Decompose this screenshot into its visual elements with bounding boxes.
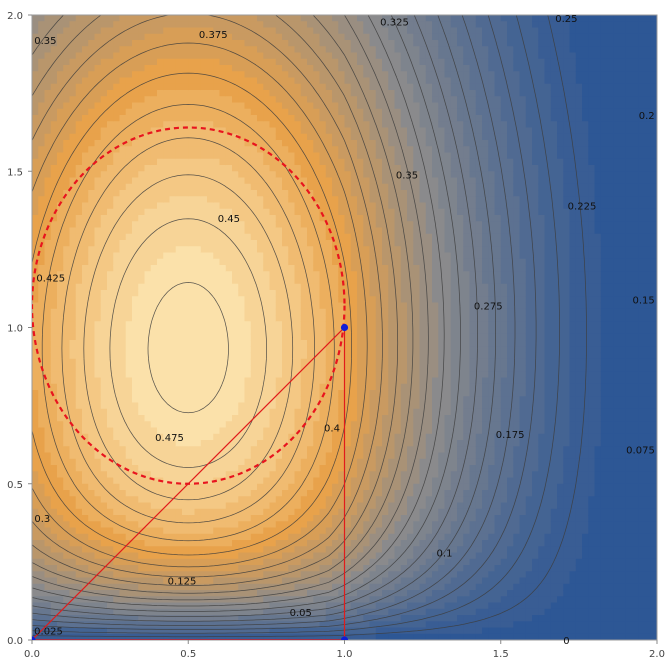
contour-line: [32, 15, 399, 586]
contour-label: 0.35: [396, 170, 418, 181]
contour-label: 0.25: [555, 14, 577, 25]
contour-line: [32, 15, 478, 617]
contour-label: 0: [563, 636, 569, 647]
contour-label: 0.4: [324, 424, 340, 435]
y-tick-label: 0.5: [7, 480, 23, 491]
contour-line: [32, 15, 429, 601]
data-point: [340, 323, 349, 332]
contour-line: [61, 137, 315, 524]
contour-label: 0.3: [34, 514, 50, 525]
contour-lines: [32, 15, 587, 638]
contour-line: [32, 15, 496, 622]
contour-label: 0.2: [639, 111, 655, 122]
x-tick-label: 0.0: [24, 649, 40, 660]
contour-label: 0.125: [168, 577, 197, 588]
contour-label: 0.375: [199, 30, 228, 41]
contour-line: [32, 15, 461, 612]
y-tick-label: 0.0: [7, 636, 23, 647]
contour-label: 0.175: [496, 430, 525, 441]
contour-label: 0.1: [437, 549, 453, 560]
data-point: [32, 636, 36, 640]
contour-label: 0.425: [36, 274, 65, 285]
x-tick-label: 1.0: [337, 649, 353, 660]
contour-line: [41, 104, 335, 542]
triangle: [32, 326, 346, 640]
contour-line: [32, 15, 383, 578]
contour-line: [32, 15, 560, 634]
y-tick-label: 1.5: [7, 167, 23, 178]
contour-label: 0.05: [290, 608, 312, 619]
y-tick-label: 2.0: [7, 11, 23, 22]
contour-line: [32, 15, 537, 630]
contour-labels: 0.375 0.325 0.25 0.35 0.2 0.35 0.225 0.45 0.425 0…: [34, 14, 655, 647]
contour-label: 0.275: [474, 302, 503, 313]
data-point: [340, 636, 349, 640]
contour-label: 0.45: [218, 214, 240, 225]
contour-fill: [32, 15, 657, 640]
contour-line: [32, 15, 587, 638]
axis-ticks: 0.0 0.5 1.0 1.5 2.0 0.0 0.5 1.0 1.5 2.0: [7, 11, 665, 660]
contour-label: 0.325: [380, 17, 409, 28]
contour-line: [147, 282, 229, 414]
contour-line: [32, 15, 445, 607]
contour-label: 0.025: [34, 627, 63, 638]
contour-label: 0.225: [568, 202, 597, 213]
x-tick-label: 2.0: [649, 649, 665, 660]
contour-line: [32, 42, 368, 568]
contour-line: [32, 15, 516, 626]
contour-line: [83, 174, 294, 501]
contour-label: 0.475: [155, 433, 184, 444]
x-tick-label: 1.5: [493, 649, 509, 660]
contour-line: [32, 15, 414, 594]
contour-label: 0.35: [34, 36, 56, 47]
x-tick-label: 0.5: [180, 649, 196, 660]
contour-label: 0.15: [632, 295, 654, 306]
contour-label: 0.075: [626, 445, 655, 456]
y-tick-label: 1.0: [7, 324, 23, 335]
overlay: [32, 126, 349, 640]
